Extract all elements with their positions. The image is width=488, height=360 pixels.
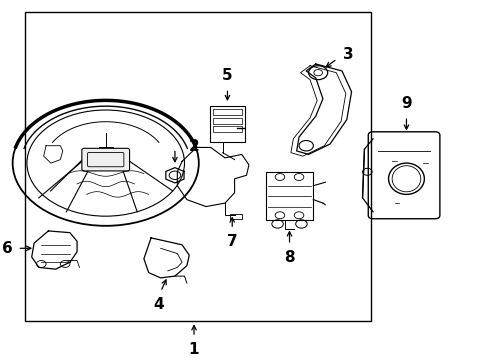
Text: 9: 9 bbox=[400, 96, 411, 111]
Bar bbox=[213, 118, 241, 124]
Text: 5: 5 bbox=[222, 68, 232, 83]
Bar bbox=[24, 12, 370, 321]
Bar bbox=[213, 126, 241, 132]
Text: 4: 4 bbox=[153, 297, 163, 312]
Text: 3: 3 bbox=[343, 47, 353, 62]
Bar bbox=[213, 109, 241, 116]
Text: 7: 7 bbox=[226, 234, 237, 249]
FancyBboxPatch shape bbox=[81, 148, 129, 171]
Text: 1: 1 bbox=[188, 342, 199, 357]
Text: 6: 6 bbox=[2, 241, 13, 256]
Text: 8: 8 bbox=[284, 250, 294, 265]
Bar bbox=[265, 172, 313, 220]
Bar bbox=[229, 213, 241, 219]
Bar bbox=[210, 106, 244, 142]
Text: 2: 2 bbox=[188, 139, 199, 154]
